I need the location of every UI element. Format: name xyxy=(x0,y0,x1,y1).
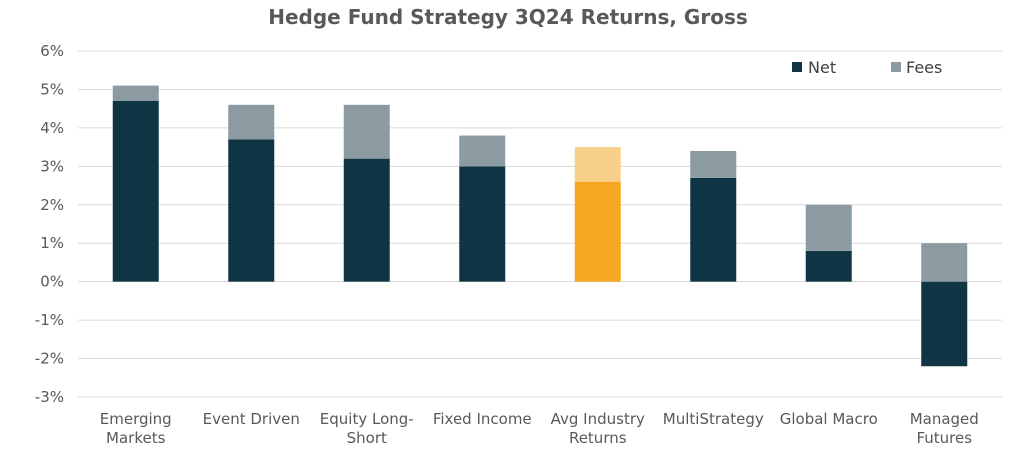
bar-net xyxy=(228,139,275,282)
x-tick-label: Avg Industry Returns xyxy=(551,410,645,447)
bar-net xyxy=(921,281,968,367)
bar-fees xyxy=(228,104,275,140)
x-tick-label: Managed Futures xyxy=(910,410,979,447)
legend-fees-label: Fees xyxy=(906,58,942,77)
bar-net xyxy=(459,166,506,282)
x-tick-label: Equity Long-Short xyxy=(320,410,414,447)
y-tick-label: 1% xyxy=(40,234,64,252)
x-tick-label: Fixed Income xyxy=(433,410,532,428)
y-tick-label: -1% xyxy=(35,311,64,329)
y-tick-label: 4% xyxy=(40,119,64,137)
x-axis-labels: Emerging Markets Event Driven Equity Long-S… xyxy=(100,410,979,447)
x-tick-label: Event Driven xyxy=(203,410,300,428)
bar-net xyxy=(690,177,737,282)
y-tick-label: -3% xyxy=(35,388,64,406)
y-tick-label: 5% xyxy=(40,80,64,98)
y-tick-label: 3% xyxy=(40,157,64,175)
chart-title: Hedge Fund Strategy 3Q24 Returns, Gross xyxy=(268,5,748,29)
bar-net xyxy=(805,250,852,282)
bar-net xyxy=(343,158,390,282)
bar-fees xyxy=(921,243,968,282)
bars xyxy=(112,85,968,367)
bar-net xyxy=(574,181,621,282)
y-axis-ticks: -3% -2% -1% 0% 1% 2% 3% 4% 5% 6% xyxy=(35,42,64,406)
legend-net-swatch xyxy=(792,62,802,72)
legend: Net Fees xyxy=(792,58,942,77)
bar-fees xyxy=(574,147,621,182)
bar-fees xyxy=(459,135,506,167)
x-tick-label: MultiStrategy xyxy=(663,410,764,428)
bar-fees xyxy=(690,150,737,178)
y-tick-label: 0% xyxy=(40,273,64,291)
y-tick-label: -2% xyxy=(35,350,64,368)
x-tick-label: Global Macro xyxy=(780,410,878,428)
y-tick-label: 6% xyxy=(40,42,64,60)
x-tick-label: Emerging Markets xyxy=(100,410,172,447)
gridlines xyxy=(78,50,1002,398)
bar-net xyxy=(112,100,159,282)
legend-fees-swatch xyxy=(891,62,901,72)
legend-net-label: Net xyxy=(808,58,836,77)
bar-fees xyxy=(343,104,390,159)
y-tick-label: 2% xyxy=(40,196,64,214)
bar-fees xyxy=(805,204,852,251)
bar-fees xyxy=(112,85,159,101)
